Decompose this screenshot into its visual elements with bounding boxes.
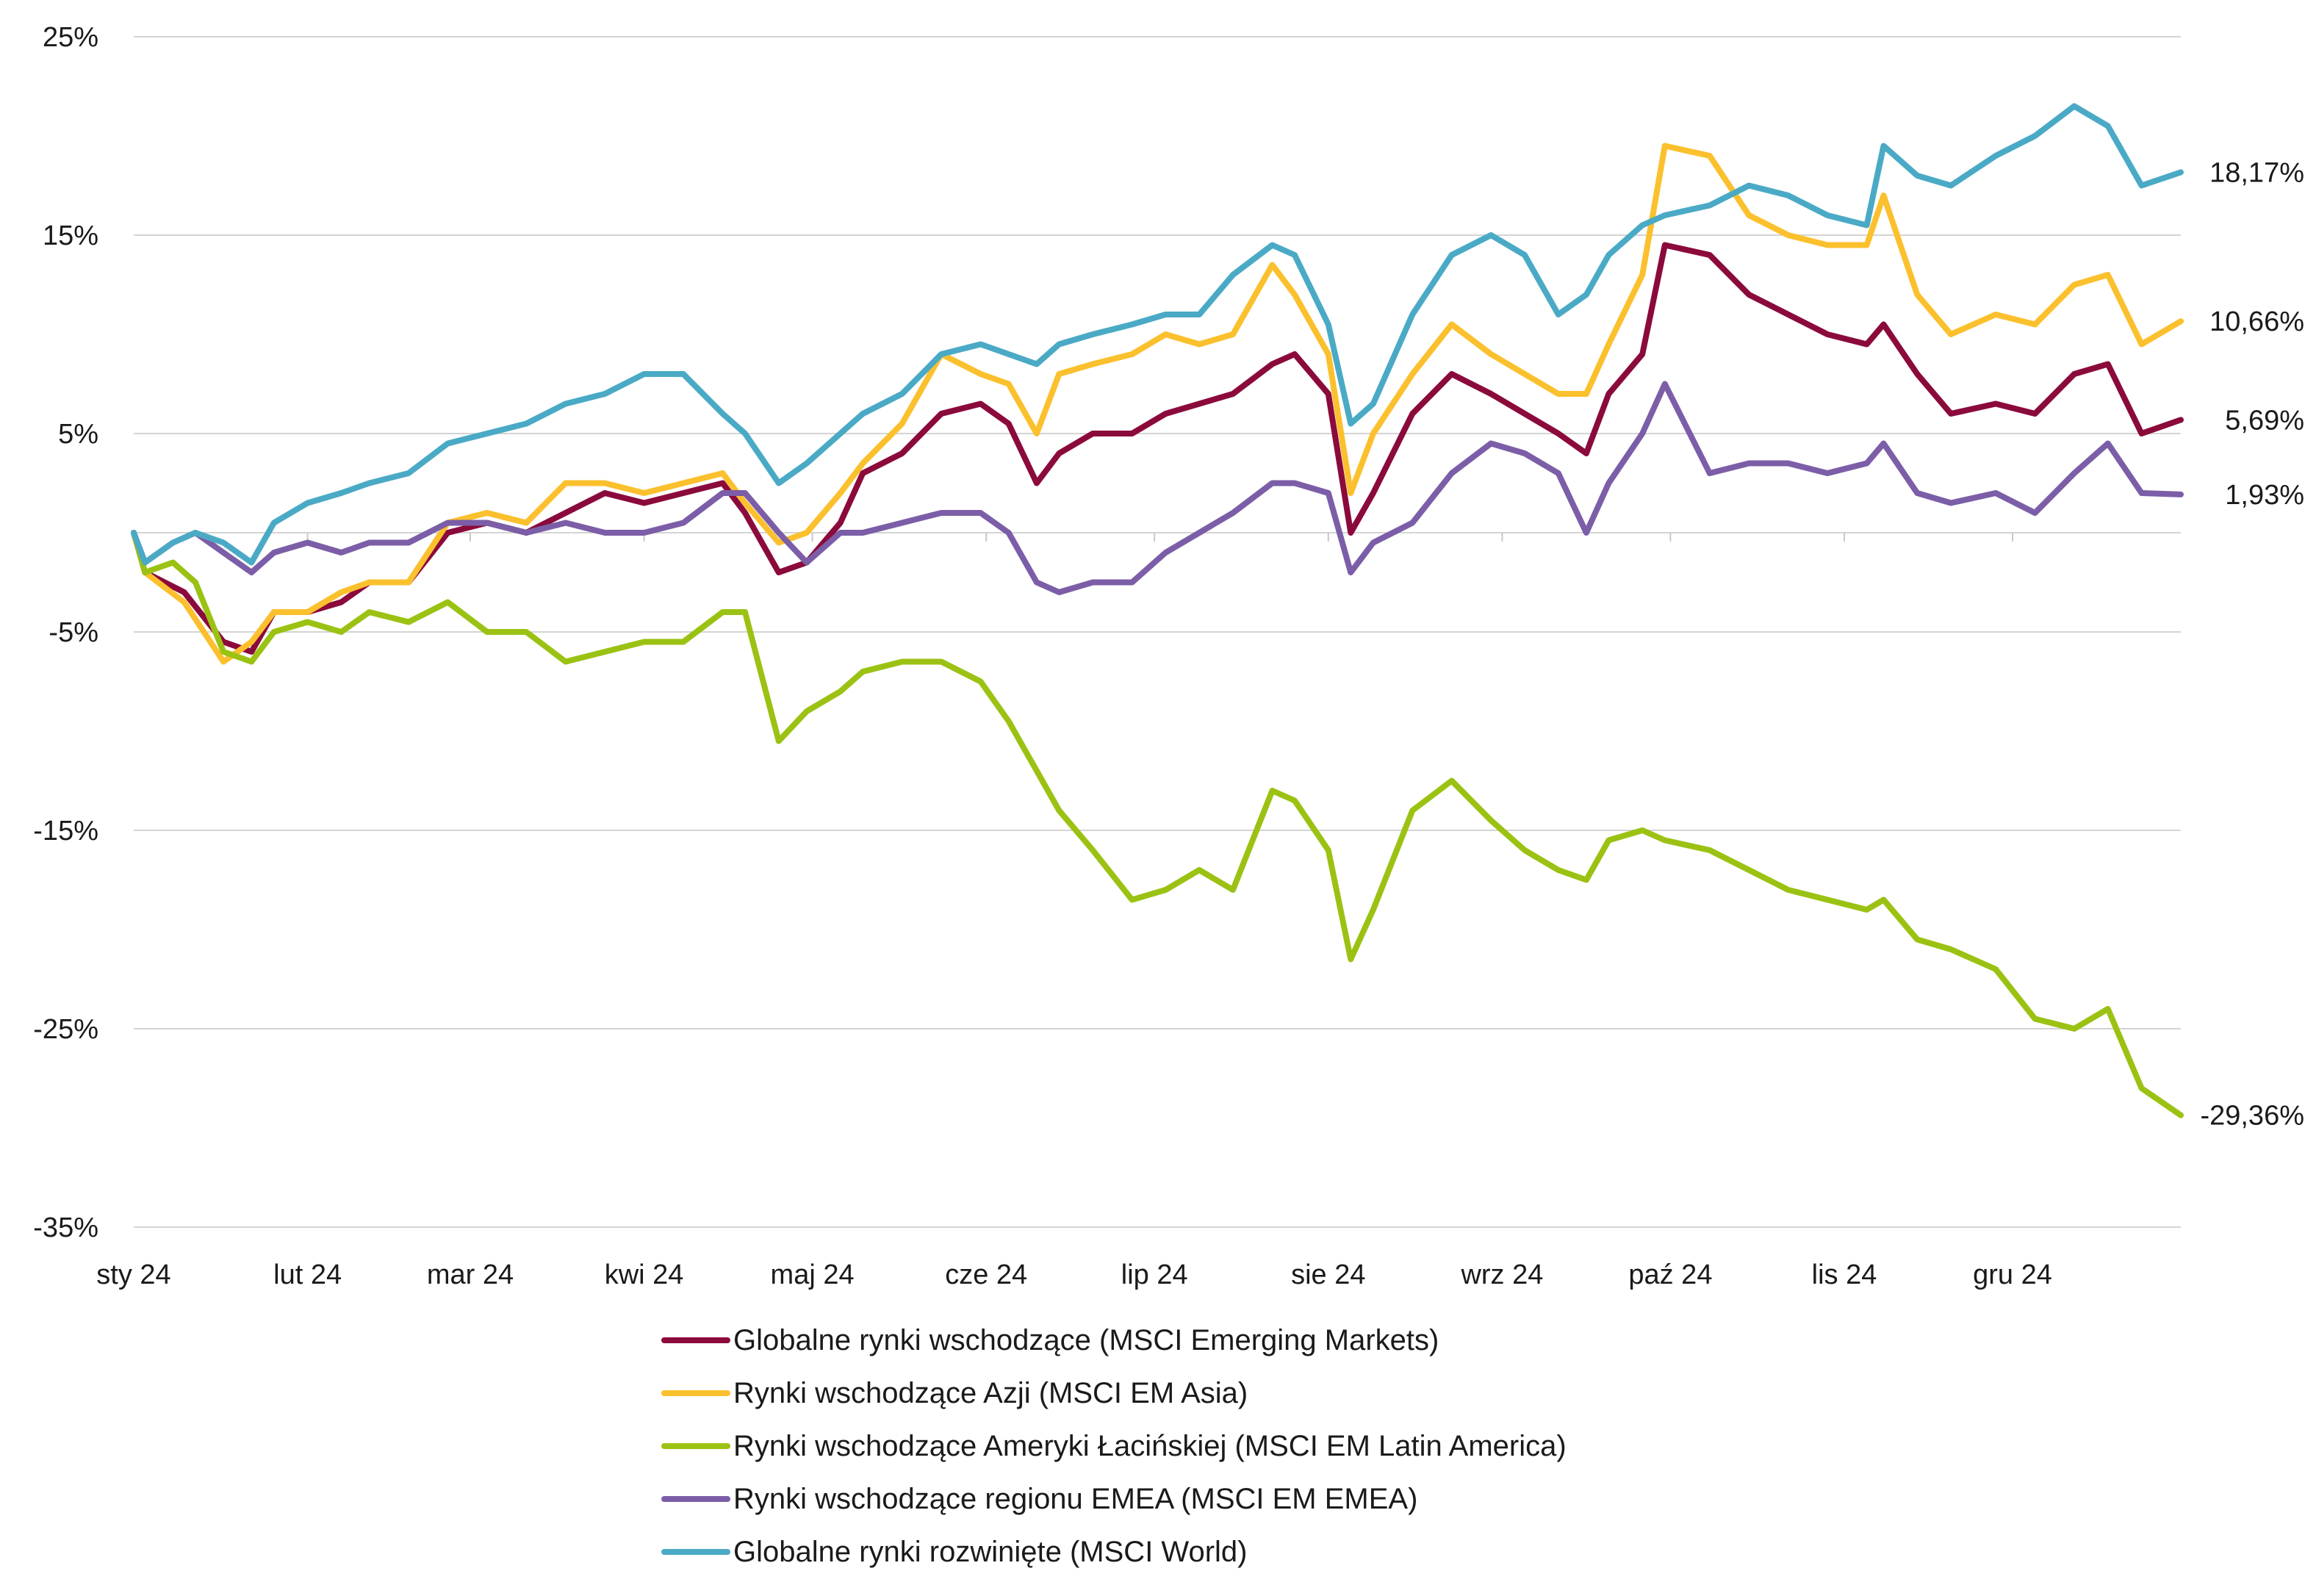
x-tick-label: sie 24 (1291, 1259, 1365, 1290)
legend-label: Rynki wschodzące Ameryki Łacińskiej (MSC… (733, 1429, 1567, 1462)
legend-swatch (661, 1496, 730, 1502)
legend-item-1: Globalne rynki wschodzące (MSCI Emerging… (661, 1314, 1567, 1367)
series-line-4 (131, 381, 2184, 595)
y-axis-tick-labels: 25% 15% 5% -5% -15% -25% -35% (33, 22, 98, 1243)
x-tick-label: wrz 24 (1460, 1259, 1543, 1290)
legend-label: Globalne rynki wschodzące (MSCI Emerging… (733, 1323, 1439, 1356)
line-chart: 25% 15% 5% -5% -15% -25% -35% sty 24 lut 24 mar … (33, 22, 2304, 1290)
y-tick-label: -15% (33, 816, 98, 846)
x-tick-label: sty 24 (96, 1259, 170, 1290)
legend-swatch (661, 1549, 730, 1555)
x-tick-label: mar 24 (427, 1259, 514, 1290)
legend-label: Rynki wschodzące regionu EMEA (MSCI EM E… (733, 1482, 1418, 1515)
y-tick-label: -35% (33, 1212, 98, 1243)
end-value-label: 10,66% (2209, 306, 2304, 337)
y-tick-label: 5% (58, 419, 98, 450)
legend-item-4: Rynki wschodzące regionu EMEA (MSCI EM E… (661, 1473, 1567, 1525)
x-tick-label: lis 24 (1812, 1259, 1877, 1290)
y-tick-label: 15% (43, 220, 98, 251)
end-value-label: 1,93% (2225, 480, 2304, 511)
y-tick-label: -25% (33, 1014, 98, 1045)
x-tick-label: lip 24 (1121, 1259, 1188, 1290)
x-tick-label: cze 24 (945, 1259, 1027, 1290)
end-value-label: 5,69% (2225, 405, 2304, 436)
x-axis-tick-labels: sty 24 lut 24 mar 24 kwi 24 maj 24 cze 24 lip … (96, 1259, 2052, 1290)
legend: Globalne rynki wschodzące (MSCI Emerging… (661, 1314, 1567, 1578)
legend-swatch (661, 1390, 730, 1396)
legend-item-3: Rynki wschodzące Ameryki Łacińskiej (MSC… (661, 1420, 1567, 1473)
end-value-label: -29,36% (2200, 1101, 2304, 1132)
x-tick-label: kwi 24 (605, 1259, 684, 1290)
series-line-5 (131, 103, 2184, 566)
legend-item-2: Rynki wschodzące Azji (MSCI EM Asia) (661, 1367, 1567, 1420)
series-line-2 (131, 143, 2184, 665)
legend-swatch (661, 1443, 730, 1449)
y-tick-label: -5% (48, 617, 98, 648)
x-tick-label: gru 24 (1973, 1259, 2052, 1290)
end-value-labels: 5,69% 10,66% -29,36% 1,93% 18,17% (2200, 157, 2304, 1131)
legend-swatch (661, 1337, 730, 1343)
series-line-1 (131, 242, 2184, 655)
gridlines (133, 36, 2181, 1228)
x-tick-label: maj 24 (771, 1259, 855, 1290)
series-lines (131, 103, 2184, 1118)
legend-label: Rynki wschodzące Azji (MSCI EM Asia) (733, 1376, 1248, 1409)
x-tick-label: paź 24 (1628, 1259, 1712, 1290)
series-line-3 (131, 530, 2184, 1118)
y-tick-label: 25% (43, 22, 98, 53)
legend-label: Globalne rynki rozwinięte (MSCI World) (733, 1535, 1248, 1568)
legend-item-5: Globalne rynki rozwinięte (MSCI World) (661, 1525, 1567, 1578)
end-value-label: 18,17% (2209, 157, 2304, 188)
x-tick-label: lut 24 (273, 1259, 342, 1290)
